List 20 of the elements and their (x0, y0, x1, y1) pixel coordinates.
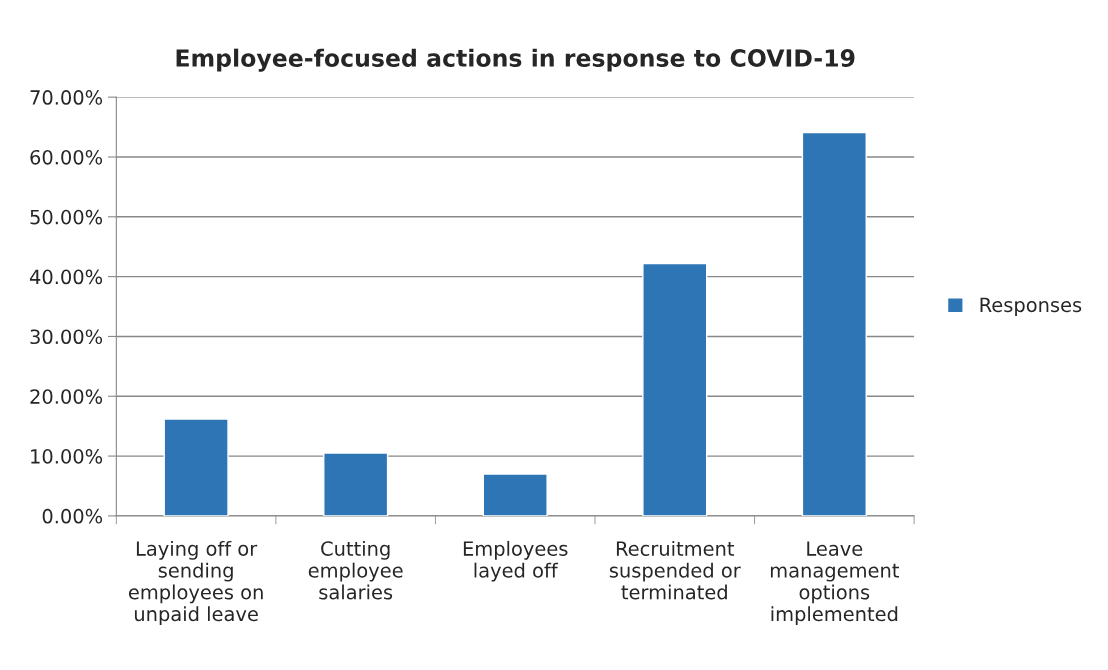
y-tick-label: 40.00% (29, 269, 103, 285)
y-tick-label: 0.00% (42, 508, 103, 524)
y-tick-label: 60.00% (30, 149, 103, 165)
y-tick-label: 30.00% (30, 329, 103, 345)
legend-label: Responses (980, 297, 1082, 316)
x-tick-label: Cutting employee salaries (308, 540, 403, 600)
y-tick-label: 10.00% (31, 449, 103, 464)
y-tick-label: 20.00% (30, 389, 103, 404)
y-tick-label: 50.00% (30, 209, 103, 225)
bar (801, 131, 867, 516)
x-tick-label: Leave management options implemented (770, 541, 899, 626)
bar (482, 473, 548, 516)
x-tick-label: Laying off or sending employees on unpaid leave (128, 540, 263, 626)
bar (163, 418, 229, 516)
x-tick-label: Employees layed off (463, 540, 568, 582)
bar (642, 262, 708, 516)
chart-title: Employee-focused actions in response to COVID-19 (176, 48, 855, 72)
y-tick-label: 70.00% (30, 90, 103, 105)
x-tick-label: Recruitment suspended or terminated (609, 540, 741, 600)
bar (323, 452, 389, 516)
